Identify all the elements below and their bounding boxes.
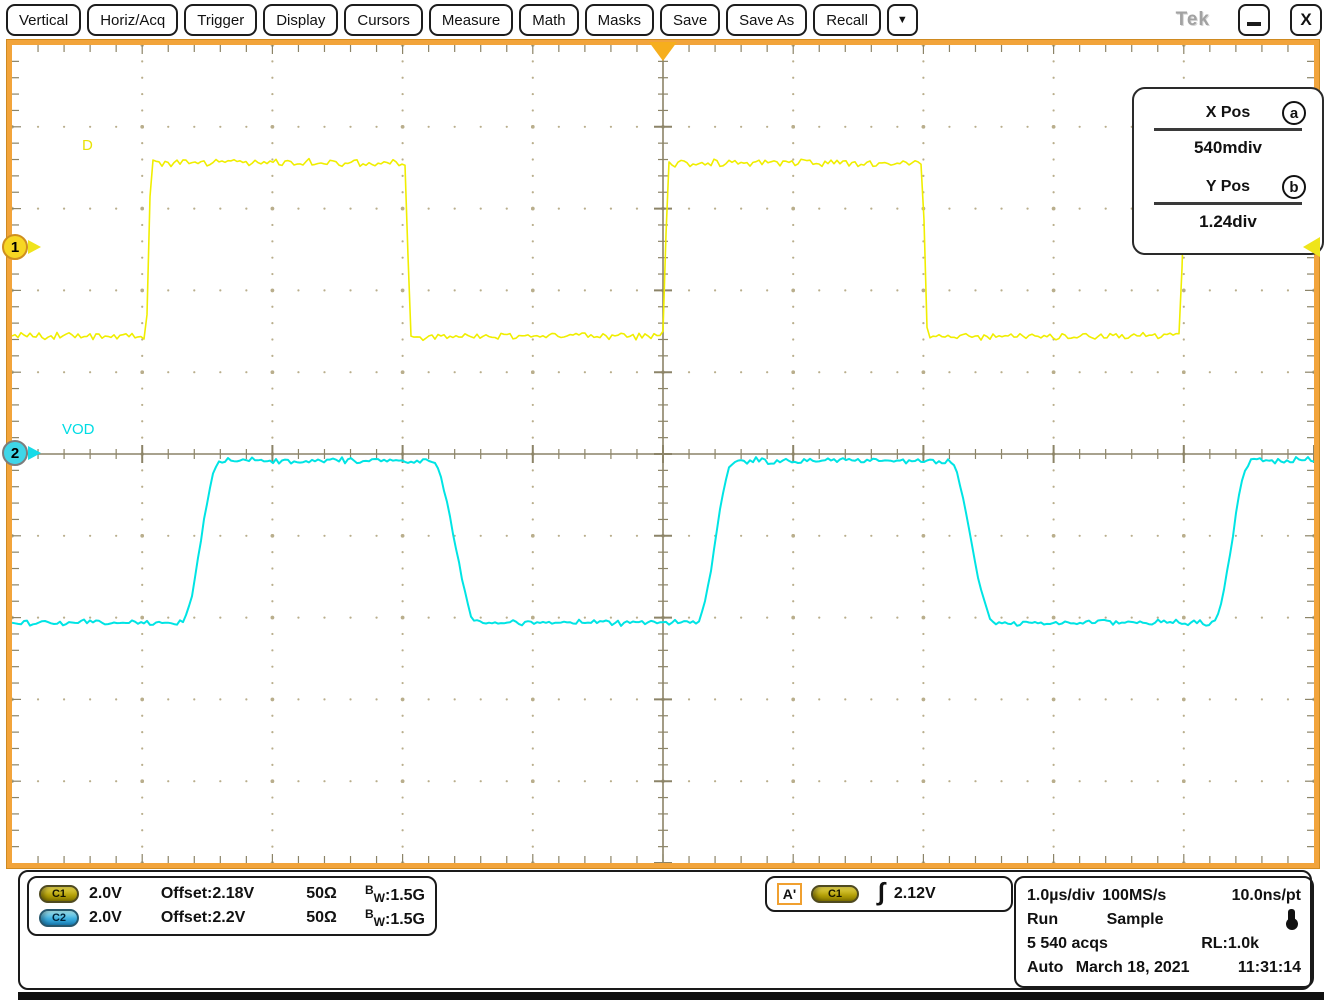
x-pos-value: 540mdiv	[1193, 138, 1263, 157]
menu-button-measure[interactable]: Measure	[428, 4, 514, 36]
channel2-marker-label: 2	[10, 444, 20, 462]
trace-label-vod: VOD	[62, 421, 95, 438]
menu-buttons: Vertical Horiz/Acq Trigger Display Cursors Me…	[6, 4, 881, 36]
menu-button-vertical[interactable]: Vertical	[6, 4, 82, 36]
menu-bar: Vertical Horiz/Acq Trigger Display Cursors Me…	[6, 3, 1322, 37]
trigger-mode: Auto	[1027, 958, 1064, 976]
offset-value: Offset:2.2V	[160, 909, 246, 926]
readout-bar: C1 2.0V Offset:2.18V 50Ω BW:1.5G C2 2.0V Offset…	[18, 870, 1314, 990]
separator	[1154, 128, 1302, 131]
run-state: Run	[1027, 910, 1059, 928]
menu-button-save[interactable]: Save	[659, 4, 721, 36]
y-pos-value: 1.24div	[1199, 212, 1257, 231]
channel-2-pill[interactable]: C2	[39, 909, 79, 927]
record-length-value: RL:1.0k	[1201, 934, 1259, 952]
rising-edge-icon: ∫	[878, 877, 885, 906]
channel2-reference-marker[interactable]: 2	[2, 440, 41, 466]
acquisition-mode: Sample	[1106, 910, 1164, 928]
channel2-marker-arrow-icon	[28, 446, 41, 460]
trigger-channel-pill: C1	[811, 885, 859, 903]
menu-button-trigger[interactable]: Trigger	[184, 4, 258, 36]
bandwidth-value-part: W	[373, 891, 385, 905]
trigger-level-value: 2.12V	[893, 885, 936, 902]
acquisition-count: 5 540 acqs	[1027, 934, 1108, 952]
time-value: 11:31:14	[1237, 958, 1301, 976]
position-readout-box: X Pos a 540mdiv Y Pos b 1.24div	[1132, 87, 1324, 255]
bandwidth-value-part: :1.5G	[384, 911, 425, 928]
trigger-source-badge: A'	[777, 883, 802, 905]
bandwidth-value-part: W	[373, 915, 385, 929]
menu-button-cursors[interactable]: Cursors	[344, 4, 423, 36]
trace-label-d: D	[82, 137, 93, 154]
termination-value: 50Ω	[306, 909, 337, 926]
menu-button-masks[interactable]: Masks	[584, 4, 654, 36]
bandwidth-value-part: B	[364, 883, 374, 897]
bandwidth-value-part: B	[364, 907, 374, 921]
bandwidth-value: BW:1.5G	[365, 907, 425, 929]
graticule-and-traces	[12, 45, 1314, 863]
separator	[1154, 202, 1302, 205]
menu-overflow-button[interactable]: ▼	[886, 4, 918, 36]
channel-readout-row: C2 2.0V Offset:2.2V 50Ω BW:1.5G	[39, 907, 425, 929]
sample-rate-value: 100MS/s	[1102, 886, 1167, 904]
offset-value: Offset:2.18V	[160, 885, 255, 902]
tek-logo: Tek	[1175, 9, 1210, 30]
trigger-readout-box: A' C1 ∫ 2.12V	[765, 876, 1013, 912]
channel1-marker-label: 1	[10, 238, 20, 256]
channel-settings-box: C1 2.0V Offset:2.18V 50Ω BW:1.5G C2 2.0V Offset…	[27, 876, 437, 936]
channel1-reference-marker[interactable]: 1	[2, 234, 41, 260]
menu-button-save-as[interactable]: Save As	[726, 4, 808, 36]
resolution-value: 10.0ns/pt	[1231, 886, 1301, 904]
minimize-button[interactable]	[1238, 4, 1270, 36]
y-pos-badge-b: b	[1282, 175, 1306, 199]
acquisition-readout-box: 1.0µs/div 100MS/s 10.0ns/pt Run Sample 5…	[1014, 876, 1314, 988]
channel1-marker-arrow-icon	[28, 240, 41, 254]
menu-button-math[interactable]: Math	[519, 4, 579, 36]
menu-button-display[interactable]: Display	[263, 4, 339, 36]
trigger-position-icon[interactable]	[649, 42, 677, 61]
vertical-scale-value: 2.0V	[88, 909, 122, 926]
x-pos-badge-a: a	[1282, 101, 1306, 125]
bottom-window-edge	[18, 992, 1324, 1000]
menu-button-horiz-acq[interactable]: Horiz/Acq	[87, 4, 179, 36]
x-pos-label: X Pos	[1205, 104, 1251, 121]
termination-value: 50Ω	[306, 885, 337, 902]
vertical-scale-value: 2.0V	[88, 885, 122, 902]
y-pos-label: Y Pos	[1205, 178, 1251, 195]
bandwidth-value-part: :1.5G	[384, 887, 425, 904]
date-value: March 18, 2021	[1075, 958, 1190, 976]
trigger-level-arrow-icon[interactable]	[1303, 237, 1320, 257]
close-button[interactable]: X	[1290, 4, 1322, 36]
channel-readout-row: C1 2.0V Offset:2.18V 50Ω BW:1.5G	[39, 883, 425, 905]
bandwidth-value: BW:1.5G	[365, 883, 425, 905]
channel-1-pill[interactable]: C1	[39, 885, 79, 903]
thermometer-icon	[1285, 908, 1298, 930]
minimize-icon	[1247, 22, 1261, 26]
waveform-display: 1 2 D VOD X Pos a 540mdiv Y Pos b 1.24di…	[2, 39, 1324, 869]
timebase-value: 1.0µs/div	[1027, 886, 1095, 904]
menu-button-recall[interactable]: Recall	[813, 4, 881, 36]
